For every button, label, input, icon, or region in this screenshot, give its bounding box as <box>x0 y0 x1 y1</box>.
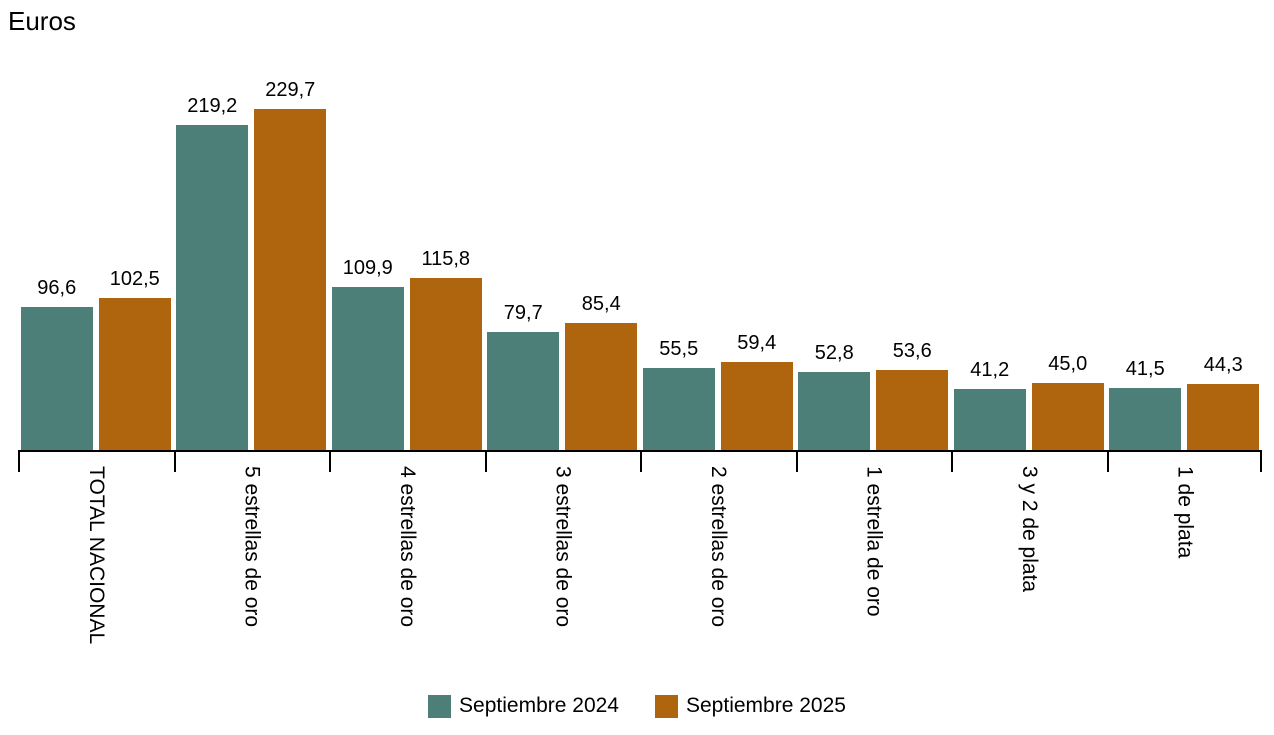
bar-series1-cat1: 229,7 <box>254 79 327 450</box>
bar-series1-cat2: 115,8 <box>409 248 482 450</box>
bar-value-label: 53,6 <box>892 340 932 363</box>
bar-series1-cat4: 59,4 <box>720 332 793 450</box>
bar-series0-cat4: 55,5 <box>642 338 715 450</box>
legend-swatch <box>428 694 452 718</box>
legend-item-1: Septiembre 2025 <box>655 694 846 718</box>
category-label-cell-2: 4 estrellas de oro <box>329 462 485 684</box>
category-label: 5 estrellas de oro <box>240 466 264 628</box>
bar-series0-cat0: 96,6 <box>20 277 93 450</box>
category-label-cell-7: 1 de plata <box>1107 462 1263 684</box>
bar-value-label: 79,7 <box>503 301 543 324</box>
bar-value-label: 44,3 <box>1203 354 1243 377</box>
bar-value-label: 229,7 <box>265 79 316 101</box>
axis-tick-5 <box>795 450 798 472</box>
bar-series1-cat3: 85,4 <box>565 293 638 450</box>
axis-tick-3 <box>484 450 487 472</box>
category-label-cell-4: 2 estrellas de oro <box>640 462 796 684</box>
legend-item-0: Septiembre 2024 <box>428 694 619 718</box>
bar-group-0: 96,6 102,5 <box>18 60 174 450</box>
legend-swatch <box>655 694 678 718</box>
legend-label: Septiembre 2025 <box>686 694 846 717</box>
bar-group-2: 109,9 115,8 <box>329 60 485 450</box>
category-label: 4 estrellas de oro <box>395 466 419 628</box>
bar-value-label: 109,9 <box>342 256 393 279</box>
category-label-cell-6: 3 y 2 de plata <box>951 462 1107 684</box>
legend-label: Septiembre 2024 <box>459 694 619 717</box>
category-label: 1 de plata <box>1173 466 1197 559</box>
bar-series0-cat6: 41,2 <box>953 359 1026 450</box>
bar-value-label: 41,5 <box>1125 358 1165 381</box>
category-label: 3 estrellas de oro <box>551 466 575 628</box>
category-label-cell-0: TOTAL NACIONAL <box>18 462 174 684</box>
category-label: 1 estrella de oro <box>862 466 886 617</box>
bar-group-6: 41,2 45,0 <box>951 60 1107 450</box>
bar-value-label: 55,5 <box>659 337 699 360</box>
bar-series0-cat3: 79,7 <box>487 302 560 450</box>
bar-series0-cat1: 219,2 <box>176 95 249 450</box>
bar-value-label: 41,2 <box>970 358 1010 381</box>
category-label: 2 estrellas de oro <box>706 466 730 628</box>
legend: Septiembre 2024 Septiembre 2025 <box>0 694 1274 718</box>
bar-group-5: 52,8 53,6 <box>796 60 952 450</box>
bar-value-label: 115,8 <box>421 248 471 271</box>
bar-value-label: 85,4 <box>581 293 621 316</box>
bar-series1-cat5: 53,6 <box>876 340 949 450</box>
bar-group-4: 55,5 59,4 <box>640 60 796 450</box>
bar-series1-cat0: 102,5 <box>98 268 171 450</box>
bar-group-7: 41,5 44,3 <box>1107 60 1263 450</box>
bar-series0-cat2: 109,9 <box>331 257 404 450</box>
bar-value-label: 96,6 <box>37 276 77 299</box>
axis-tick-8 <box>1260 450 1262 472</box>
bar-group-3: 79,7 85,4 <box>485 60 641 450</box>
bar-value-label: 219,2 <box>187 94 238 117</box>
category-labels-row: TOTAL NACIONAL 5 estrellas de oro 4 estrel… <box>18 462 1262 684</box>
bar-series0-cat7: 41,5 <box>1109 358 1182 450</box>
bar-value-label: 52,8 <box>814 341 854 364</box>
bar-series1-cat7: 44,3 <box>1187 354 1260 450</box>
axis-tick-4 <box>640 450 642 472</box>
axis-tick-7 <box>1106 450 1109 472</box>
bar-series1-cat6: 45,0 <box>1031 353 1104 450</box>
axis-tick-2 <box>329 450 331 472</box>
bar-value-label: 45,0 <box>1048 353 1088 376</box>
bar-series0-cat5: 52,8 <box>798 342 871 450</box>
axis-unit-label: Euros <box>8 6 76 36</box>
category-label-cell-3: 3 estrellas de oro <box>485 462 641 684</box>
axis-tick-6 <box>951 450 953 472</box>
category-label: TOTAL NACIONAL <box>84 466 108 645</box>
plot-area: 96,6 102,5 219,2 229,7 109,9 115,8 79,7 85,4 55,… <box>18 60 1262 450</box>
bar-group-1: 219,2 229,7 <box>174 60 330 450</box>
bar-value-label: 102,5 <box>109 267 160 290</box>
category-label: 3 y 2 de plata <box>1017 466 1041 593</box>
axis-tick-0 <box>18 450 20 472</box>
category-label-cell-1: 5 estrellas de oro <box>174 462 330 684</box>
axis-tick-1 <box>173 450 176 472</box>
bar-value-label: 59,4 <box>737 331 777 354</box>
category-label-cell-5: 1 estrella de oro <box>796 462 952 684</box>
